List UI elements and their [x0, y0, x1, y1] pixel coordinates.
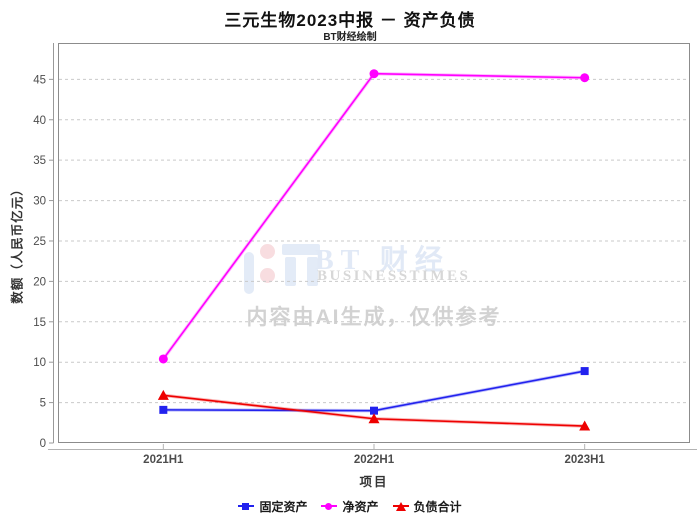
legend-item-triangle[interactable]: 负债合计 — [392, 498, 462, 515]
data-point-square — [159, 405, 168, 414]
legend-item-square[interactable]: 固定资产 — [238, 498, 307, 515]
data-point-square — [580, 367, 589, 376]
y-tick-label: 35 — [33, 155, 46, 167]
data-point-triangle — [157, 389, 169, 400]
legend-label: 净资产 — [342, 499, 379, 514]
x-tick-label: 2021H1 — [143, 454, 184, 466]
legend-label: 负债合计 — [413, 499, 462, 514]
x-tick-label: 2023H1 — [565, 454, 606, 466]
y-tick-label: 25 — [33, 236, 46, 248]
data-point-triangle — [579, 420, 591, 431]
data-point-square — [370, 406, 378, 415]
legend-marker-triangle-icon — [392, 501, 409, 512]
x-tick-label: 2022H1 — [354, 454, 395, 466]
y-tick-label: 15 — [33, 317, 46, 329]
series-line — [163, 370, 585, 412]
y-tick-label: 0 — [40, 438, 46, 450]
series-line-halo — [163, 369, 585, 413]
plot-area: 0 5 10 15 20 25 30 35 40 45 2021H1 2022H1 2023H1 — [33, 43, 697, 466]
plot-border — [58, 43, 690, 443]
data-point-circle — [580, 73, 590, 83]
y-tick-label: 5 — [40, 398, 46, 410]
chart-title: 三元生物2023中报 － 资产负债 — [224, 11, 476, 30]
y-tick-label: 10 — [33, 357, 46, 369]
y-tick-label: 45 — [33, 74, 46, 86]
y-tick-label: 30 — [33, 196, 46, 208]
y-tick-label: 20 — [33, 276, 46, 288]
y-tick-label: 40 — [33, 115, 46, 127]
data-point-circle — [369, 69, 379, 79]
legend-item-circle[interactable]: 净资产 — [321, 498, 379, 515]
legend-marker-square-icon — [238, 501, 255, 512]
x-axis-title: 项目 — [359, 475, 389, 489]
chart-subtitle: BT财经绘制 — [323, 32, 377, 43]
legend-marker-circle-icon — [321, 501, 338, 512]
y-axis-title: 数额（人民币亿元） — [10, 182, 25, 304]
data-point-triangle — [368, 413, 380, 424]
series-line — [162, 72, 585, 360]
series-line-halo — [161, 71, 585, 360]
legend: 固定资产 净资产 负债合计 — [0, 496, 700, 516]
legend-label: 固定资产 — [259, 499, 308, 514]
data-point-circle — [158, 354, 168, 364]
